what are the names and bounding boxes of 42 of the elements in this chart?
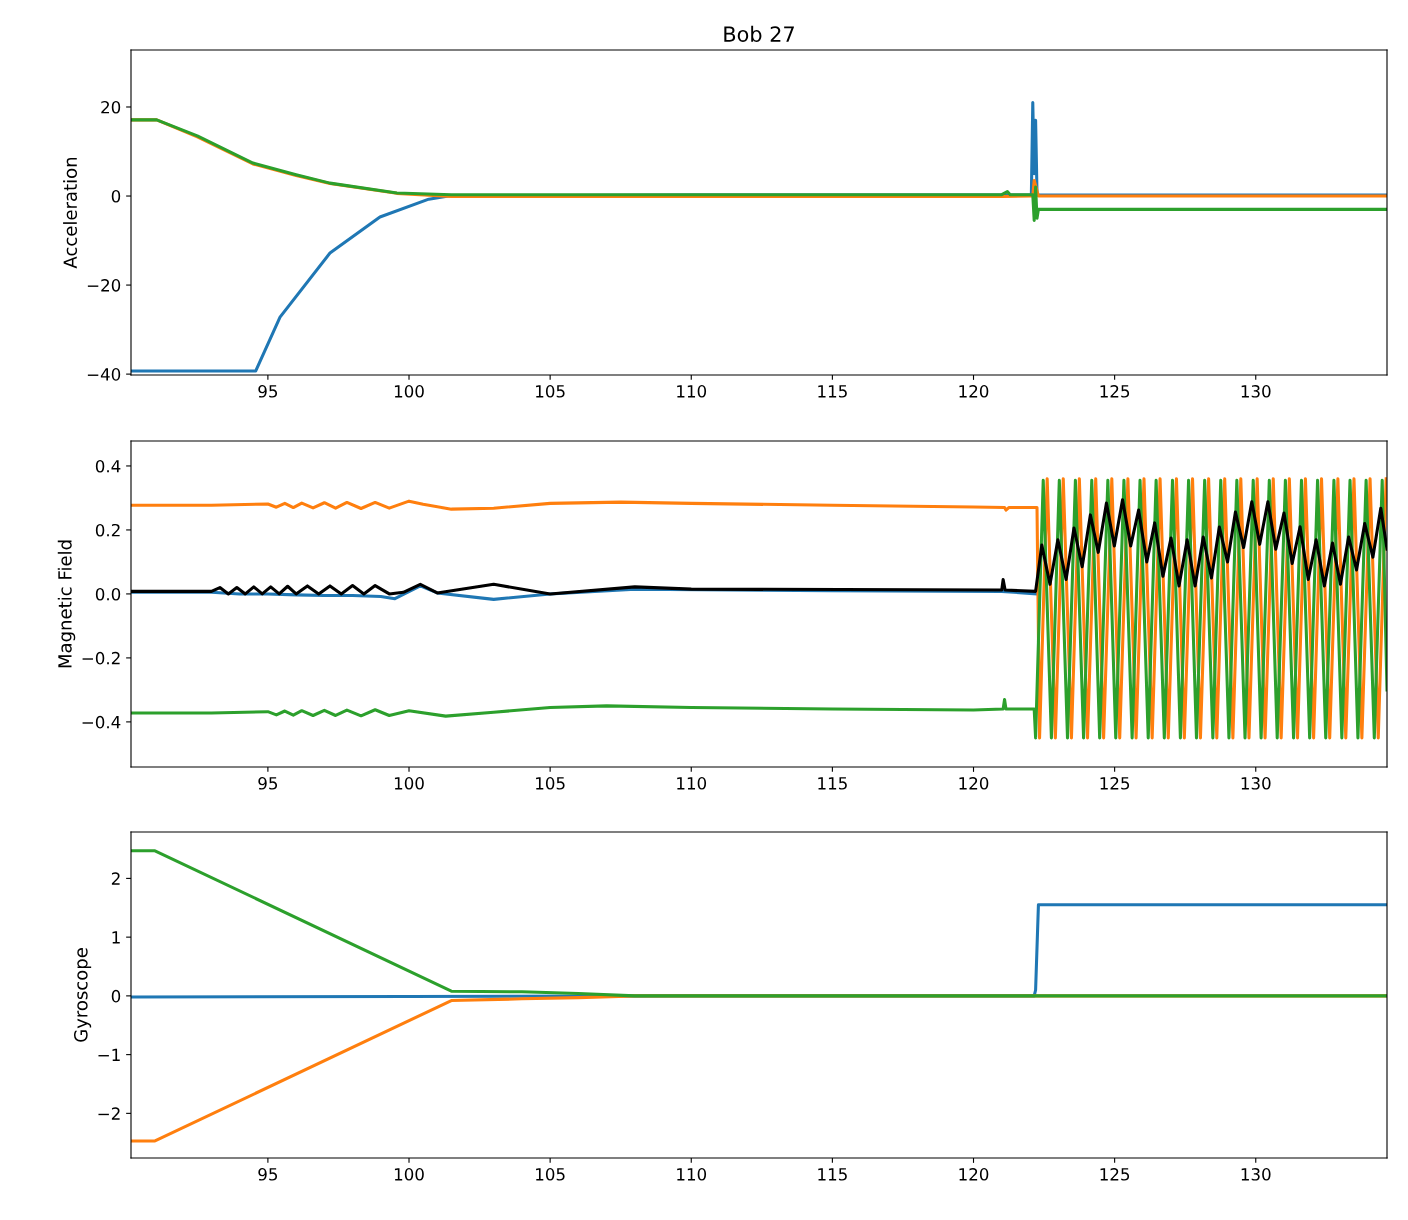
- x-tick-label: 120: [959, 385, 989, 398]
- x-tick-label: 115: [818, 1168, 847, 1181]
- x-tick-label: 120: [959, 777, 989, 790]
- y-tick-label: 0: [111, 989, 121, 1003]
- y-tick-label: −40: [87, 368, 121, 381]
- y-tick-label: 20: [101, 100, 121, 114]
- y-tick-label: 2: [111, 872, 120, 885]
- x-tick-label: 110: [677, 385, 707, 398]
- y-axis-title: Acceleration: [63, 157, 78, 269]
- x-tick-label: 95: [258, 385, 278, 398]
- x-tick-label: 130: [1241, 1168, 1271, 1181]
- y-axis-title: Gyroscope: [74, 948, 92, 1042]
- y-tick-label: 0: [111, 189, 121, 203]
- y-tick-label: −0.2: [82, 651, 120, 665]
- x-tick-label: 130: [1241, 385, 1271, 398]
- x-tick-label: 125: [1100, 1168, 1130, 1181]
- x-tick-label: 105: [536, 385, 565, 398]
- y-tick-label: 0.0: [95, 587, 121, 601]
- y-tick-label: 0.4: [95, 459, 121, 473]
- x-tick-label: 95: [258, 777, 278, 790]
- x-tick-label: 100: [394, 777, 424, 790]
- y-tick-label: −20: [87, 279, 121, 292]
- y-tick-label: −2: [98, 1107, 120, 1120]
- x-tick-label: 110: [677, 777, 707, 790]
- x-tick-label: 125: [1100, 385, 1130, 398]
- x-tick-label: 105: [536, 1168, 565, 1181]
- x-tick-label: 105: [536, 777, 565, 790]
- x-tick-label: 130: [1241, 777, 1271, 790]
- x-tick-label: 100: [394, 1168, 424, 1181]
- x-tick-label: 125: [1100, 777, 1130, 790]
- x-tick-label: 120: [959, 1168, 989, 1181]
- x-tick-label: 95: [258, 1168, 278, 1181]
- y-tick-label: −0.4: [82, 715, 121, 729]
- y-axis-title: Magnetic Field: [57, 540, 76, 668]
- y-tick-label: 1: [112, 931, 120, 944]
- x-tick-label: 115: [818, 777, 847, 790]
- x-tick-label: 110: [677, 1168, 707, 1181]
- x-tick-label: 115: [818, 385, 847, 398]
- y-tick-label: 0.2: [95, 523, 120, 537]
- chart-title: Bob 27: [724, 25, 794, 42]
- x-tick-label: 100: [394, 385, 424, 398]
- y-tick-label: −1: [98, 1048, 120, 1061]
